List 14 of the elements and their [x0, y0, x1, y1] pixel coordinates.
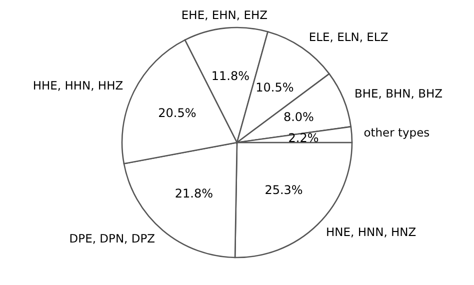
data-label: 25.3% [264, 183, 303, 198]
data-label: 2.2% [288, 130, 319, 145]
data-label: 11.8% [211, 69, 250, 84]
slice-label: DPE, DPN, DPZ [69, 232, 156, 246]
slice-label: EHE, EHN, EHZ [181, 8, 268, 22]
data-label: 20.5% [158, 106, 196, 120]
data-label: 8.0% [283, 110, 314, 124]
slice-label: BHE, BHN, BHZ [354, 86, 443, 100]
slice-label: HHE, HHN, HHZ [32, 78, 124, 92]
slice-label: other types [364, 126, 430, 140]
slice-label: HNE, HNN, HNZ [326, 225, 416, 240]
slice-label: ELE, ELN, ELZ [308, 30, 388, 44]
data-label: 21.8% [174, 186, 214, 200]
data-label: 10.5% [256, 80, 294, 94]
